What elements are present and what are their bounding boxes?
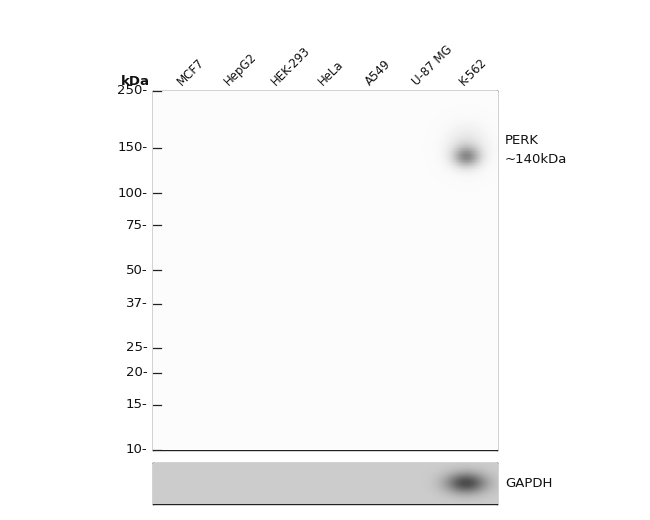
Text: 250-: 250- [118, 84, 148, 98]
Text: MCF7: MCF7 [175, 56, 207, 88]
Text: 75-: 75- [126, 219, 148, 232]
Text: ~140kDa: ~140kDa [505, 153, 567, 166]
Text: HeLa: HeLa [316, 58, 346, 88]
Text: 25-: 25- [126, 341, 148, 354]
Text: A549: A549 [363, 58, 393, 88]
Text: 15-: 15- [126, 398, 148, 411]
Text: 50-: 50- [126, 264, 148, 277]
Text: kDa: kDa [120, 75, 150, 88]
Text: PERK: PERK [505, 134, 539, 147]
Text: 20-: 20- [126, 366, 148, 379]
Text: HEK-293: HEK-293 [268, 44, 313, 88]
Text: 100-: 100- [118, 187, 148, 200]
Text: 37-: 37- [126, 297, 148, 310]
Text: HepG2: HepG2 [222, 51, 259, 88]
Text: 10-: 10- [126, 443, 148, 457]
Text: K-562: K-562 [457, 56, 489, 88]
Text: U-87 MG: U-87 MG [410, 43, 455, 88]
Text: GAPDH: GAPDH [505, 477, 552, 490]
Text: 150-: 150- [118, 141, 148, 154]
